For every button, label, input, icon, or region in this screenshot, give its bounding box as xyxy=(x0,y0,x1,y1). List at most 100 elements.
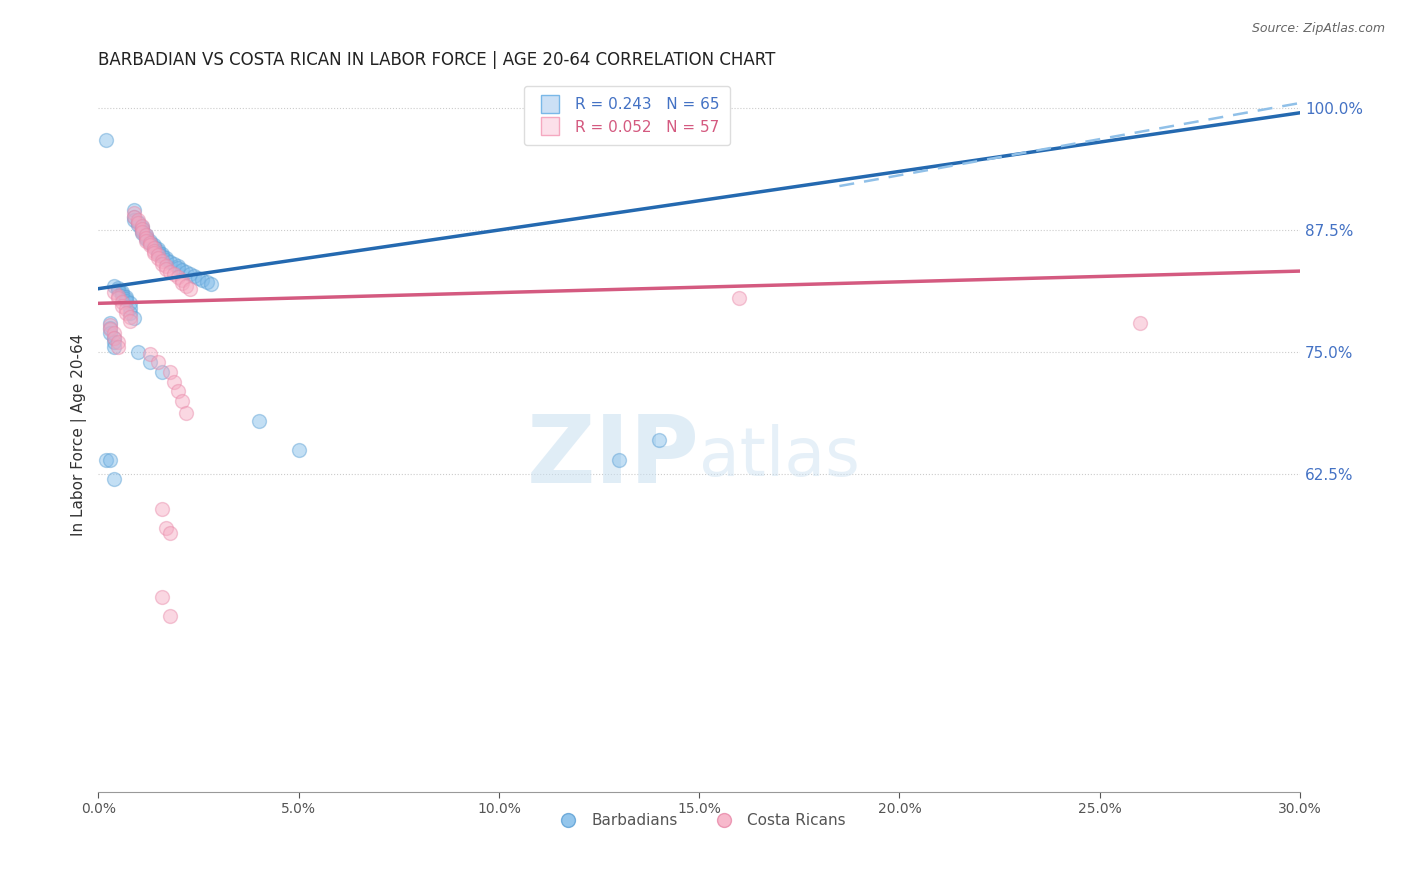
Point xyxy=(103,285,125,299)
Point xyxy=(176,265,198,279)
Point xyxy=(143,244,166,258)
Point xyxy=(107,335,129,350)
Point xyxy=(103,326,125,340)
Point xyxy=(120,310,142,324)
Point xyxy=(103,330,125,344)
Point xyxy=(167,259,190,273)
Point xyxy=(167,269,190,284)
Point xyxy=(124,211,146,225)
Point xyxy=(96,133,118,147)
Point xyxy=(148,244,170,258)
Point xyxy=(172,276,194,290)
Point xyxy=(148,252,170,266)
Point xyxy=(247,414,270,428)
Point xyxy=(115,290,138,304)
Legend: Barbadians, Costa Ricans: Barbadians, Costa Ricans xyxy=(547,807,851,834)
Point xyxy=(135,232,157,246)
Text: ZIP: ZIP xyxy=(526,410,699,503)
Point xyxy=(159,526,181,541)
Point xyxy=(139,355,162,369)
Point xyxy=(127,213,149,227)
Point xyxy=(111,299,134,313)
Point xyxy=(111,286,134,301)
Point xyxy=(124,213,146,227)
Point xyxy=(152,501,174,516)
Point xyxy=(167,384,190,399)
Point xyxy=(127,216,149,230)
Text: atlas: atlas xyxy=(699,424,860,490)
Point xyxy=(139,235,162,250)
Point xyxy=(107,292,129,306)
Point xyxy=(179,267,201,281)
Point xyxy=(103,472,125,486)
Point xyxy=(98,316,121,330)
Point xyxy=(152,249,174,263)
Point xyxy=(124,206,146,220)
Point xyxy=(152,247,174,261)
Point xyxy=(148,242,170,256)
Point xyxy=(172,263,194,277)
Point xyxy=(172,273,194,287)
Point xyxy=(155,252,177,266)
Point xyxy=(115,294,138,309)
Point xyxy=(148,245,170,260)
Point xyxy=(172,394,194,409)
Point xyxy=(111,295,134,310)
Point xyxy=(131,220,153,235)
Point xyxy=(120,314,142,328)
Point xyxy=(115,302,138,317)
Point xyxy=(159,265,181,279)
Point xyxy=(98,320,121,334)
Point xyxy=(159,365,181,379)
Point xyxy=(124,310,146,325)
Point xyxy=(287,442,309,457)
Point xyxy=(98,452,121,467)
Point xyxy=(131,219,153,234)
Point xyxy=(139,237,162,252)
Point xyxy=(187,271,209,285)
Text: BARBADIAN VS COSTA RICAN IN LABOR FORCE | AGE 20-64 CORRELATION CHART: BARBADIAN VS COSTA RICAN IN LABOR FORCE … xyxy=(98,51,776,69)
Point xyxy=(176,406,198,420)
Point xyxy=(124,211,146,225)
Point xyxy=(163,267,186,281)
Point xyxy=(127,215,149,229)
Point xyxy=(728,292,751,306)
Point xyxy=(135,227,157,242)
Point xyxy=(131,224,153,238)
Point xyxy=(127,345,149,359)
Point xyxy=(148,355,170,369)
Point xyxy=(143,240,166,254)
Point xyxy=(120,301,142,316)
Point xyxy=(103,335,125,350)
Point xyxy=(131,225,153,239)
Point xyxy=(152,590,174,604)
Point xyxy=(155,262,177,277)
Point xyxy=(115,293,138,307)
Point xyxy=(131,226,153,240)
Point xyxy=(111,288,134,302)
Point xyxy=(152,257,174,271)
Point xyxy=(159,255,181,269)
Point xyxy=(176,278,198,293)
Point xyxy=(127,218,149,232)
Point xyxy=(155,521,177,535)
Point xyxy=(115,306,138,320)
Point xyxy=(163,375,186,389)
Point xyxy=(135,231,157,245)
Point xyxy=(183,268,205,283)
Point xyxy=(107,283,129,297)
Point xyxy=(148,248,170,262)
Point xyxy=(103,340,125,354)
Point xyxy=(143,241,166,255)
Point xyxy=(179,282,201,296)
Point xyxy=(152,254,174,268)
Point xyxy=(167,261,190,276)
Text: Source: ZipAtlas.com: Source: ZipAtlas.com xyxy=(1251,22,1385,36)
Point xyxy=(98,322,121,336)
Point xyxy=(135,234,157,248)
Point xyxy=(163,257,186,271)
Point xyxy=(131,222,153,236)
Point xyxy=(103,330,125,344)
Point xyxy=(98,318,121,332)
Point xyxy=(143,237,166,252)
